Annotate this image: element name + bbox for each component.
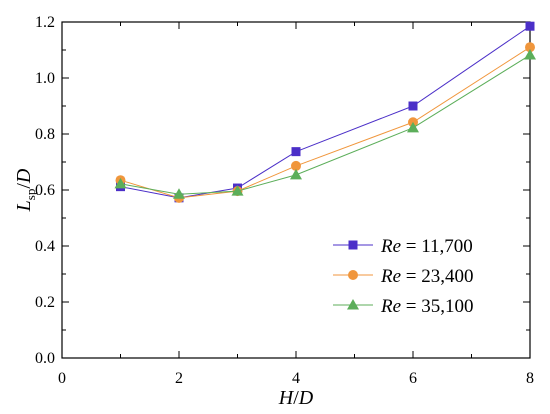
legend-label-value: = 35,100 (401, 296, 473, 317)
y-tick-label: 1.0 (35, 70, 55, 87)
x-tick-label: 2 (175, 370, 183, 387)
x-axis-title-den: D (298, 387, 314, 409)
series-line (120, 54, 531, 195)
series-line (120, 25, 531, 199)
y-axis-title-sep: / (13, 183, 35, 189)
series-line (120, 46, 531, 199)
data-point (291, 160, 301, 171)
x-tick-label: 0 (58, 370, 66, 387)
data-point (231, 185, 244, 196)
legend-marker (347, 299, 359, 310)
data-point (291, 147, 301, 157)
legend-entry: Re = 11,700 (333, 236, 473, 257)
x-axis-title-main: H (278, 387, 295, 409)
legend-label: Re = 35,100 (380, 296, 474, 317)
y-axis-title: Lsp/D (13, 168, 38, 212)
y-tick-label: 1.2 (35, 14, 55, 31)
legend-label-prefix: Re (380, 266, 401, 287)
legend-label: Re = 23,400 (380, 266, 474, 287)
legend-label-value: = 11,700 (401, 236, 473, 257)
y-tick-label: 0.6 (35, 182, 55, 199)
legend-label-prefix: Re (380, 236, 401, 257)
y-axis-title-sub: sp (23, 189, 38, 201)
y-tick-label: 0.0 (35, 350, 55, 367)
y-tick-label: 0.8 (35, 126, 55, 143)
data-point (524, 49, 536, 60)
legend-entry: Re = 35,100 (333, 296, 474, 317)
series-layer (114, 21, 536, 203)
legend-marker (348, 240, 358, 250)
data-point (407, 121, 419, 133)
data-point (290, 168, 302, 180)
data-point (114, 177, 127, 189)
axis-ticks: 0 2 4 6 8 0.0 0.2 0.4 0.6 0.8 1.0 1.2 (35, 14, 534, 387)
x-tick-label: 4 (292, 370, 300, 387)
legend-label: Re = 11,700 (380, 236, 473, 257)
y-tick-label: 0.2 (35, 294, 55, 311)
x-axis-title: H/D (278, 387, 314, 409)
y-tick-label: 0.4 (35, 238, 55, 255)
data-point (525, 42, 535, 53)
x-axis-title-sep: / (293, 387, 299, 409)
legend-label-value: = 23,400 (401, 266, 473, 287)
legend-label-prefix: Re (380, 296, 401, 317)
data-point (408, 101, 418, 111)
y-axis-title-main: L (13, 200, 35, 212)
legend-marker (348, 270, 358, 280)
x-tick-label: 6 (409, 370, 417, 387)
data-point (525, 21, 535, 31)
data-point (173, 188, 185, 199)
x-tick-label: 8 (526, 370, 534, 387)
legend-entry: Re = 23,400 (333, 266, 474, 287)
y-axis-title-den: D (13, 168, 35, 184)
series-3 (114, 49, 536, 199)
series-1 (116, 21, 535, 203)
